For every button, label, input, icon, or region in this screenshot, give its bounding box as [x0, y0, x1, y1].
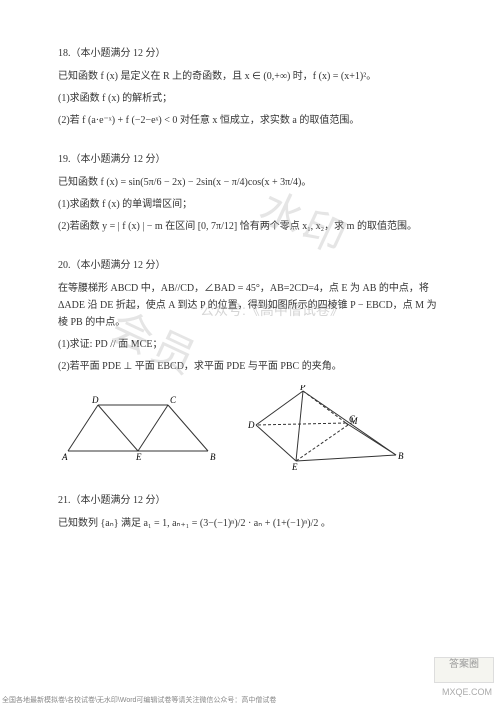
svg-text:C: C [170, 395, 177, 405]
svg-text:P: P [299, 385, 306, 392]
problem-header: 20.（本小题满分 12 分） [58, 257, 442, 274]
sub-item: (2)若平面 PDE ⊥ 平面 EBCD，求平面 PDE 与平面 PBC 的夹角… [58, 358, 442, 375]
problem-text: 已知函数 f (x) 是定义在 R 上的奇函数，且 x ∈ (0,+∞) 时，f… [58, 68, 442, 85]
svg-text:B: B [210, 452, 216, 462]
problem-19: 19.（本小题满分 12 分） 已知函数 f (x) = sin(5π/6 − … [58, 151, 442, 235]
problem-header: 21.（本小题满分 12 分） [58, 492, 442, 509]
svg-text:B: B [398, 451, 404, 461]
problem-20: 20.（本小题满分 12 分） 在等腰梯形 ABCD 中，AB//CD，∠BAD… [58, 257, 442, 470]
sub-item: (1)求函数 f (x) 的单调增区间； [58, 196, 442, 213]
footer-text: 全国各地最新模拟卷\名校试卷\无水印\Word可编辑试卷等请关注微信公众号：高中… [2, 695, 276, 705]
page-content: 18.（本小题满分 12 分） 已知函数 f (x) 是定义在 R 上的奇函数，… [0, 0, 500, 574]
pyramid-figure: PEBCDM [248, 385, 408, 470]
problem-header: 19.（本小题满分 12 分） [58, 151, 442, 168]
figures-row: A B D C E P E B C D M [58, 385, 442, 470]
svg-text:A: A [61, 452, 68, 462]
logo-text: 答案 [449, 659, 469, 670]
svg-text:D: D [248, 420, 255, 430]
problem-18: 18.（本小题满分 12 分） 已知函数 f (x) 是定义在 R 上的奇函数，… [58, 45, 442, 129]
logo-badge: 答案圈 [434, 657, 494, 683]
problem-21: 21.（本小题满分 12 分） 已知数列 {aₙ} 满足 a₁ = 1, aₙ₊… [58, 492, 442, 532]
svg-text:E: E [135, 452, 142, 462]
sub-item: (1)求证: PD // 面 MCE； [58, 336, 442, 353]
problem-text: 已知函数 f (x) = sin(5π/6 − 2x) − 2sin(x − π… [58, 174, 442, 191]
svg-text:D: D [91, 395, 99, 405]
sub-item: (2)若 f (a·e⁻ˣ) + f (−2−eˣ) < 0 对任意 x 恒成立… [58, 112, 442, 129]
problem-text: 在等腰梯形 ABCD 中，AB//CD，∠BAD = 45°，AB=2CD=4，… [58, 280, 442, 331]
logo-text: 圈 [469, 659, 479, 670]
sub-item: (1)求函数 f (x) 的解析式； [58, 90, 442, 107]
sub-item: (2)若函数 y = | f (x) | − m 在区间 [0, 7π/12] … [58, 218, 442, 235]
problem-text: 已知数列 {aₙ} 满足 a₁ = 1, aₙ₊₁ = (3−(−1)ⁿ)/2 … [58, 515, 442, 532]
site-url: MXQE.COM [442, 687, 492, 697]
svg-text:M: M [349, 416, 358, 426]
svg-text:E: E [291, 462, 298, 470]
trapezoid-figure: A B D C E [58, 393, 218, 463]
problem-header: 18.（本小题满分 12 分） [58, 45, 442, 62]
